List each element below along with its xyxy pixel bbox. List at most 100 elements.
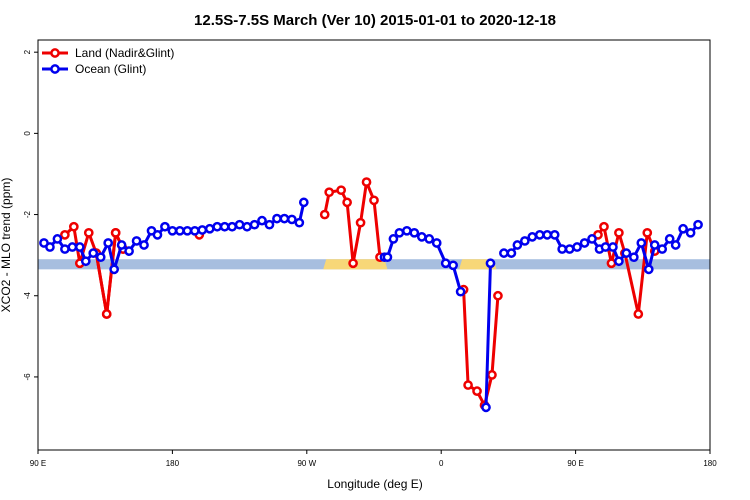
series-1-point-3-2 bbox=[512, 240, 523, 250]
series-1-point-0-11 bbox=[116, 240, 127, 250]
series-1-point-0-31 bbox=[264, 219, 275, 230]
x-tick-label-2: 90 W bbox=[297, 459, 316, 468]
x-tick-label-4: 90 E bbox=[567, 459, 583, 468]
series-1-point-3-17 bbox=[621, 248, 632, 258]
series-1-point-0-35 bbox=[294, 217, 305, 228]
series-1-point-3-12 bbox=[587, 234, 597, 244]
legend-label-0: Land (Nadir&Glint) bbox=[75, 46, 174, 60]
plot-area bbox=[38, 177, 710, 413]
legend-marker-1 bbox=[50, 64, 60, 74]
series-0-point-4-2 bbox=[472, 386, 482, 396]
legend: Land (Nadir&Glint) Ocean (Glint) bbox=[42, 46, 174, 76]
series-1-point-0-7 bbox=[88, 248, 99, 258]
series-1-point-3-3 bbox=[519, 236, 530, 246]
chart-title: 12.5S-7.5S March (Ver 10) 2015-01-01 to … bbox=[194, 12, 556, 29]
legend-marker-0 bbox=[50, 48, 60, 58]
x-tick-label-5: 180 bbox=[703, 459, 717, 468]
series-1-point-0-17 bbox=[160, 221, 170, 232]
series-0-point-3-4 bbox=[348, 258, 358, 269]
series-0 bbox=[60, 177, 660, 411]
series-1-point-0-34 bbox=[287, 214, 297, 225]
series-1-point-1-9 bbox=[440, 258, 451, 269]
series-0-point-5-1 bbox=[599, 221, 609, 232]
series-1-point-0-20 bbox=[182, 225, 193, 236]
series-0-line-5 bbox=[596, 225, 657, 316]
series-1-point-0-10 bbox=[109, 264, 120, 275]
series-1-point-3-1 bbox=[506, 248, 517, 258]
series-0-point-5-6 bbox=[642, 227, 653, 238]
series-1-point-0-30 bbox=[257, 215, 267, 226]
series-1-point-0-23 bbox=[204, 223, 215, 234]
series-0-point-4-1 bbox=[463, 380, 473, 390]
series-1-point-0-3 bbox=[60, 244, 70, 254]
series-1-point-3-16 bbox=[614, 256, 624, 267]
series-0-point-5-2 bbox=[606, 258, 617, 269]
series-1-point-3-5 bbox=[534, 230, 545, 240]
series-1-point-0-1 bbox=[45, 242, 55, 252]
series-1-point-0-32 bbox=[272, 213, 282, 224]
series-1-point-1-6 bbox=[416, 232, 427, 242]
series-1-point-0-5 bbox=[74, 242, 85, 252]
series-1-point-3-9 bbox=[564, 244, 575, 254]
series-1-point-3-14 bbox=[600, 242, 611, 252]
series-1-point-0-28 bbox=[242, 221, 252, 232]
y-tick-label-4: -6 bbox=[23, 373, 32, 381]
series-1-point-0-13 bbox=[131, 236, 142, 246]
series-1-point-3-6 bbox=[542, 230, 553, 240]
series-1-point-0-14 bbox=[139, 240, 149, 250]
series-1-point-3-11 bbox=[579, 238, 590, 248]
series-1-point-0-22 bbox=[197, 225, 208, 235]
series-1-point-0-36 bbox=[298, 197, 309, 208]
series-0-point-3-6 bbox=[361, 177, 372, 187]
series-1-point-3-0 bbox=[499, 248, 509, 258]
series-0-point-3-2 bbox=[336, 185, 346, 196]
y-axis-label: XCO2 - MLO trend (ppm) bbox=[0, 178, 13, 313]
series-1-point-1-7 bbox=[424, 234, 435, 244]
series-0-point-5-5 bbox=[633, 309, 644, 319]
series-1-point-0-29 bbox=[249, 219, 260, 230]
series-1-point-3-4 bbox=[527, 232, 538, 242]
series-0-point-0-1 bbox=[68, 221, 79, 232]
series-1-point-2-1 bbox=[485, 258, 496, 269]
series-1-point-3-27 bbox=[693, 219, 703, 230]
series-1-point-0-6 bbox=[80, 256, 91, 267]
series-1-point-3-10 bbox=[572, 242, 582, 252]
x-axis-label: Longitude (deg E) bbox=[327, 477, 422, 491]
series-1-point-1-3 bbox=[394, 227, 405, 238]
series-0-point-3-5 bbox=[355, 217, 366, 228]
series-1-point-0-19 bbox=[175, 225, 185, 236]
series-1-point-3-8 bbox=[557, 244, 568, 254]
series-1-point-0-9 bbox=[103, 238, 114, 248]
series-1-point-1-10 bbox=[448, 260, 458, 271]
series-1-point-0-2 bbox=[52, 234, 63, 244]
series-1-point-3-22 bbox=[657, 244, 668, 254]
y-tick-label-0: 2 bbox=[23, 49, 32, 54]
series-1-point-3-20 bbox=[643, 264, 654, 275]
series-0-point-3-3 bbox=[342, 197, 352, 208]
series-0-point-4-5 bbox=[493, 290, 503, 301]
series-1-point-0-33 bbox=[279, 213, 290, 224]
series-0-point-1-1 bbox=[101, 309, 112, 319]
series-1-point-3-7 bbox=[549, 230, 560, 240]
plot-frame bbox=[37, 39, 711, 451]
series-1-point-0-18 bbox=[167, 225, 178, 236]
series-1-point-3-23 bbox=[664, 234, 675, 244]
x-tick-label-1: 180 bbox=[166, 459, 180, 468]
series-1-line-2 bbox=[484, 263, 492, 408]
y-tick-label-2: -2 bbox=[23, 210, 32, 218]
series-1-point-0-27 bbox=[234, 219, 245, 230]
series-1-point-1-2 bbox=[388, 234, 399, 244]
series-0-point-0-0 bbox=[60, 230, 70, 240]
series-0-point-3-1 bbox=[324, 187, 335, 198]
series-1-point-0-8 bbox=[95, 252, 106, 263]
series-1-point-0-12 bbox=[124, 246, 134, 256]
series-1-point-3-24 bbox=[670, 240, 681, 250]
series-0-point-3-7 bbox=[369, 195, 379, 206]
series-0-point-3-0 bbox=[319, 209, 330, 220]
x-tick-label-3: 0 bbox=[439, 459, 444, 468]
series-1-point-1-5 bbox=[409, 227, 420, 238]
series-1-point-3-15 bbox=[608, 242, 618, 252]
series-0-line-4 bbox=[462, 289, 500, 407]
legend-label-1: Ocean (Glint) bbox=[75, 62, 146, 76]
